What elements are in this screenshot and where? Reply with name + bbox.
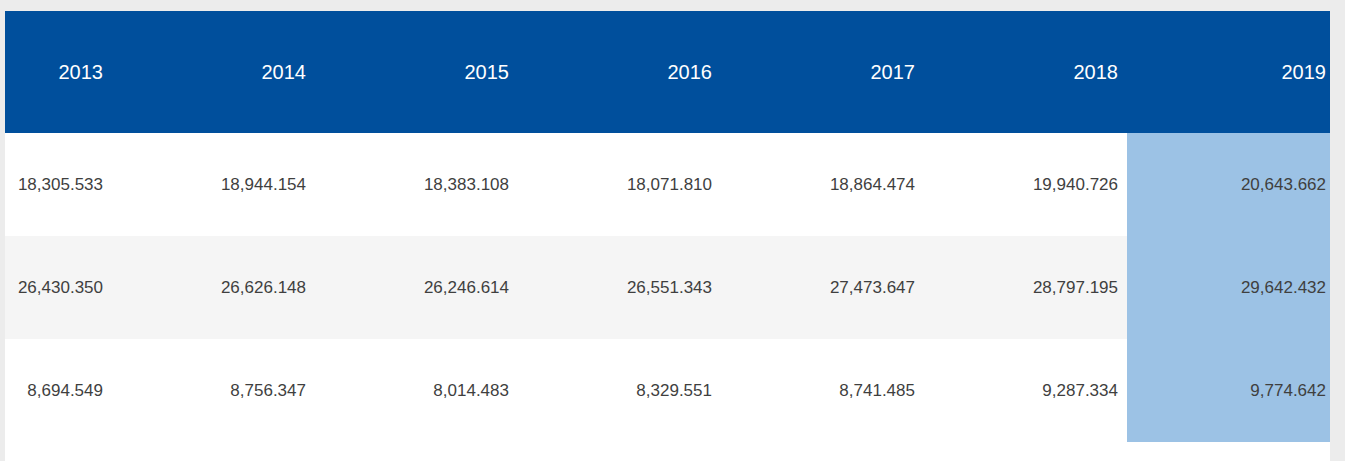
table-cell: 18,383.108 — [315, 133, 518, 236]
table-cell: 19,940.726 — [924, 133, 1127, 236]
table-cell: 28,797.195 — [924, 236, 1127, 339]
table-cell: 18,944.154 — [112, 133, 315, 236]
table-cell: 26,551.343 — [518, 236, 721, 339]
table-cell: 8,694.549 — [5, 339, 112, 442]
table-cell-highlighted: 20,643.662 — [1127, 133, 1330, 236]
table-cell: 8,329.551 — [518, 339, 721, 442]
table-cell: 27,473.647 — [721, 236, 924, 339]
table-cell: 26,430.350 — [5, 236, 112, 339]
year-column-header: 2016 — [518, 11, 721, 133]
year-column-header: 2014 — [112, 11, 315, 133]
year-column-header: 2017 — [721, 11, 924, 133]
table-row: 8,694.549 8,756.347 8,014.483 8,329.551 … — [5, 339, 1330, 442]
table-cell: 26,246.614 — [315, 236, 518, 339]
table-cell: 18,864.474 — [721, 133, 924, 236]
data-table: 2013 2014 2015 2016 2017 2018 2019 18,30… — [5, 11, 1330, 461]
year-column-header: 2015 — [315, 11, 518, 133]
table-header-row: 2013 2014 2015 2016 2017 2018 2019 — [5, 11, 1330, 133]
table-cell: 8,756.347 — [112, 339, 315, 442]
table-cell: 8,014.483 — [315, 339, 518, 442]
table-cell: 8,741.485 — [721, 339, 924, 442]
table-cell-highlighted: 9,774.642 — [1127, 339, 1330, 442]
year-column-header: 2018 — [924, 11, 1127, 133]
table-row: 26,430.350 26,626.148 26,246.614 26,551.… — [5, 236, 1330, 339]
table-cell: 18,071.810 — [518, 133, 721, 236]
year-column-header: 2013 — [5, 11, 112, 133]
table-cell: 9,287.334 — [924, 339, 1127, 442]
table-row: 18,305.533 18,944.154 18,383.108 18,071.… — [5, 133, 1330, 236]
year-column-header-highlighted: 2019 — [1127, 11, 1330, 133]
table-cell: 26,626.148 — [112, 236, 315, 339]
table-cell: 18,305.533 — [5, 133, 112, 236]
table-cell-highlighted: 29,642.432 — [1127, 236, 1330, 339]
